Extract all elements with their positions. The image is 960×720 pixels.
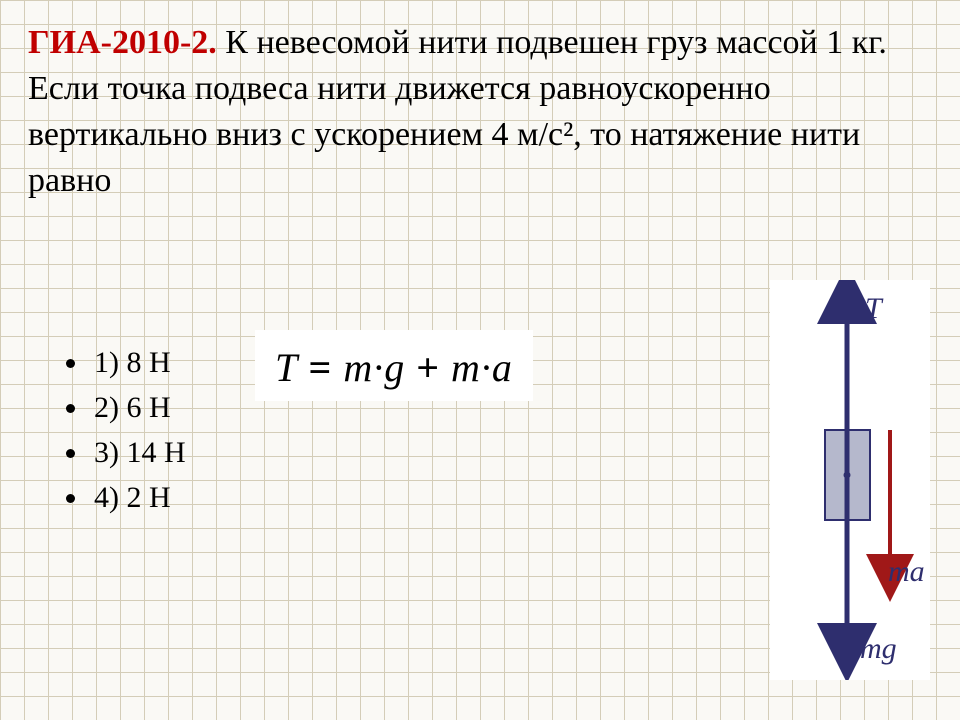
- answer-options: 1) 8 Н 2) 6 Н 3) 14 Н 4) 2 Н: [70, 340, 186, 520]
- label-T: T: [865, 292, 882, 326]
- slide-content: ГИА-2010-2. К невесомой нити подвешен гр…: [0, 0, 960, 720]
- option-2: 2) 6 Н: [90, 385, 186, 430]
- option-4: 4) 2 Н: [90, 475, 186, 520]
- option-1: 1) 8 Н: [90, 340, 186, 385]
- formula: T = m·g + m·a: [255, 330, 533, 401]
- diagram-svg: [770, 280, 930, 680]
- label-mg: mg: [860, 632, 897, 666]
- label-ma: ma: [888, 555, 925, 589]
- force-diagram: T ma mg: [770, 280, 930, 680]
- problem-statement: ГИА-2010-2. К невесомой нити подвешен гр…: [28, 20, 932, 204]
- problem-id: ГИА-2010-2.: [28, 24, 217, 61]
- option-3: 3) 14 Н: [90, 430, 186, 475]
